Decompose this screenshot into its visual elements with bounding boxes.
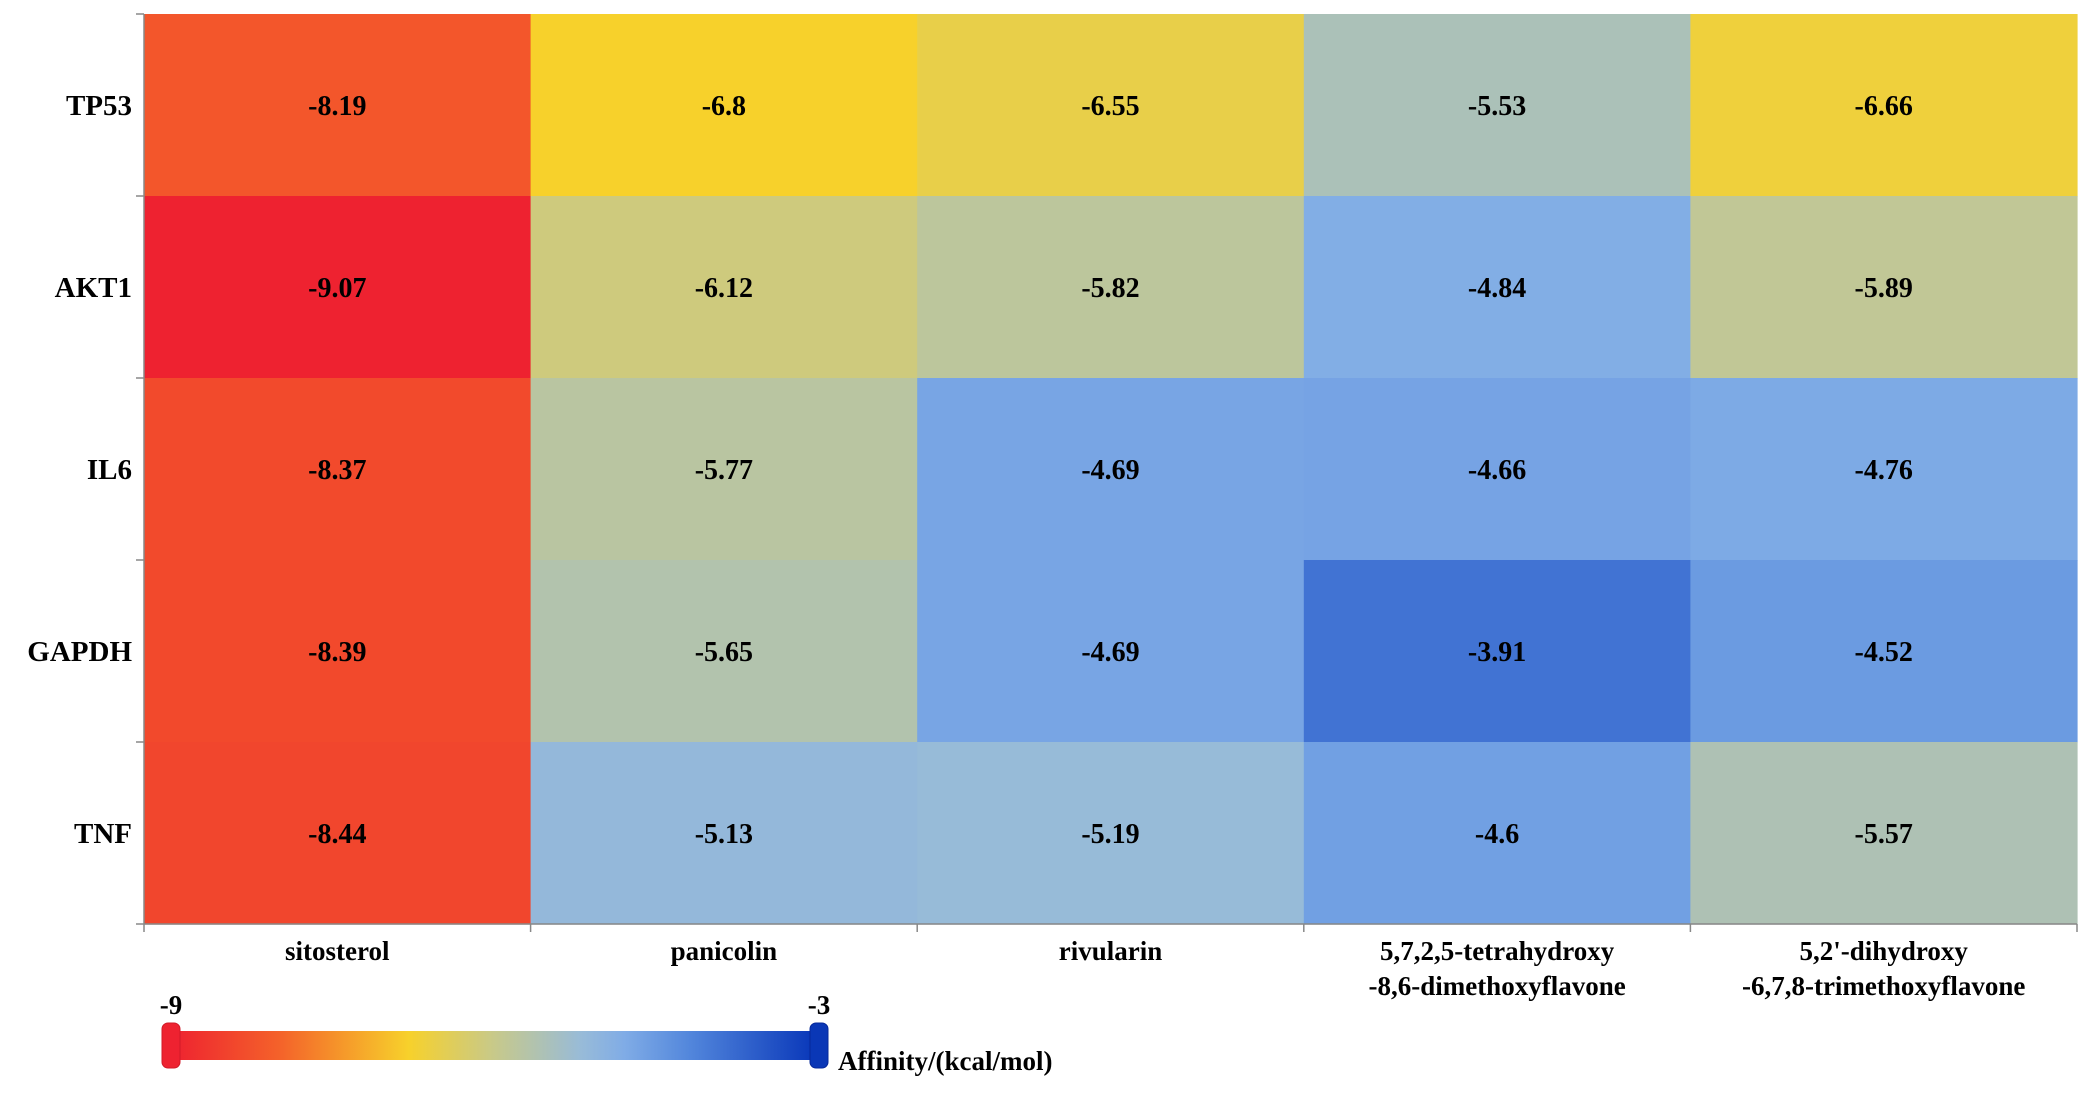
cell-value-label: -5.82	[1081, 273, 1139, 304]
heatmap-cell	[530, 14, 918, 197]
heatmap-cell	[1303, 14, 1691, 197]
cell-value-label: -4.69	[1081, 455, 1139, 486]
cell-value-label: -8.19	[308, 91, 366, 122]
cell-value-label: -5.77	[695, 455, 753, 486]
column-label: panicolin	[671, 936, 778, 966]
heatmap-cell	[144, 14, 532, 197]
heatmap-cell	[917, 742, 1305, 925]
row-label: AKT1	[55, 272, 132, 304]
cell-value-label: -3.91	[1468, 637, 1526, 668]
heatmap-labels: -8.19 -6.8 -6.55 -5.53 -6.66 -9.07 -6.12 -5.82 -…	[27, 90, 2025, 1001]
cell-value-label: -4.66	[1468, 455, 1526, 486]
colorbar-gradient	[172, 1031, 818, 1060]
colorbar-low-handle	[161, 1022, 181, 1069]
cell-value-label: -6.55	[1081, 91, 1139, 122]
heatmap-cell	[144, 378, 532, 561]
cell-value-label: -4.6	[1475, 819, 1519, 850]
colorbar-high-handle	[809, 1022, 829, 1069]
column-label: 5,7,2,5-tetrahydroxy -8,6-dimethoxyflavon…	[1368, 936, 1625, 1001]
heatmap-cell	[917, 378, 1305, 561]
heatmap-cell	[1690, 196, 2078, 379]
heatmap-cell	[1303, 196, 1691, 379]
heatmap-cell	[144, 742, 532, 925]
colorbar-title: Affinity/(kcal/mol)	[838, 1046, 1052, 1076]
row-label: TP53	[66, 90, 132, 122]
heatmap-cell	[1690, 378, 2078, 561]
heatmap-cell	[917, 14, 1305, 197]
heatmap-cell	[530, 560, 918, 743]
cell-value-label: -4.84	[1468, 273, 1526, 304]
colorbar-min-label: -9	[160, 990, 183, 1020]
cell-value-label: -6.12	[695, 273, 753, 304]
heatmap-cell	[530, 196, 918, 379]
heatmap-cell	[530, 742, 918, 925]
cell-value-label: -6.66	[1855, 91, 1913, 122]
cell-value-label: -5.13	[695, 819, 753, 850]
column-label: 5,2'-dihydroxy -6,7,8-trimethoxyflavone	[1742, 936, 2025, 1001]
cell-value-label: -9.07	[308, 273, 366, 304]
heatmap-cell	[1690, 560, 2078, 743]
column-label: sitosterol	[285, 936, 390, 966]
heatmap-cell	[1690, 742, 2078, 925]
heatmap-cell	[144, 196, 532, 379]
cell-value-label: -6.8	[702, 91, 746, 122]
heatmap-cell	[917, 560, 1305, 743]
heatmap-cell	[1303, 742, 1691, 925]
row-label: GAPDH	[27, 636, 132, 668]
cell-value-label: -4.69	[1081, 637, 1139, 668]
cell-value-label: -8.44	[308, 819, 366, 850]
cell-value-label: -5.19	[1081, 819, 1139, 850]
row-label: TNF	[74, 818, 132, 850]
cell-value-label: -5.53	[1468, 91, 1526, 122]
cell-value-label: -4.52	[1855, 637, 1913, 668]
heatmap-axes	[136, 13, 2078, 932]
cell-value-label: -5.65	[695, 637, 753, 668]
heatmap-cell	[1303, 378, 1691, 561]
heatmap-cell	[1303, 560, 1691, 743]
colorbar-max-label: -3	[808, 990, 831, 1020]
cell-value-label: -5.57	[1855, 819, 1913, 850]
heatmap-cell	[530, 378, 918, 561]
cell-value-label: -8.37	[308, 455, 366, 486]
cell-value-label: -5.89	[1855, 273, 1913, 304]
heatmap-cells	[144, 14, 2078, 925]
heatmap-cell	[144, 560, 532, 743]
cell-value-label: -8.39	[308, 637, 366, 668]
heatmap-cell	[917, 196, 1305, 379]
cell-value-label: -4.76	[1855, 455, 1913, 486]
heatmap-cell	[1690, 14, 2078, 197]
column-label: rivularin	[1059, 936, 1163, 966]
row-label: IL6	[87, 454, 132, 486]
